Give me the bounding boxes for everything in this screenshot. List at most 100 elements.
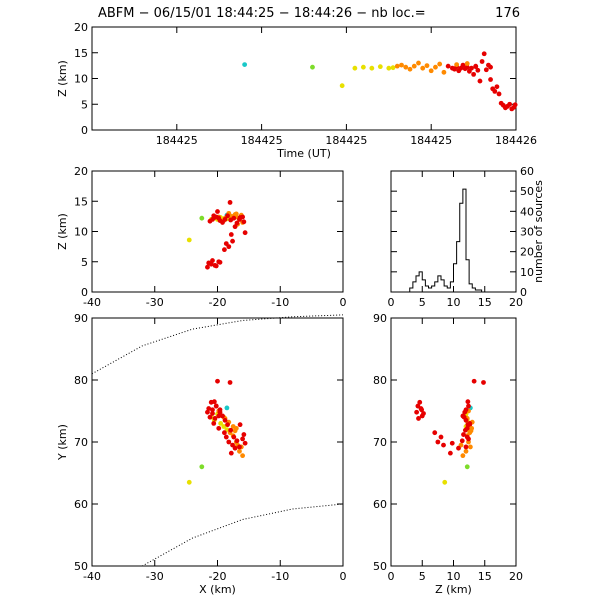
time-height-xtick-label: 184425 [156, 134, 198, 147]
time-height-point [386, 65, 392, 71]
time-height-point [479, 59, 485, 64]
x-y-point [227, 380, 233, 385]
time-height-point [433, 64, 438, 70]
time-height-point [242, 62, 248, 67]
x-y-point [212, 416, 218, 421]
x-y-point [242, 440, 248, 446]
x-y-point [216, 425, 222, 431]
time-height-xtick-label: 184425 [325, 134, 367, 147]
x-y-point [228, 450, 234, 456]
time-height-point [507, 101, 513, 107]
time-height-point [512, 102, 518, 108]
time-height-point [360, 64, 366, 70]
x-y-point [205, 409, 210, 415]
z-y-point [419, 407, 425, 413]
z-y-xtick-label: 0 [388, 570, 395, 583]
histogram-step-line [391, 188, 516, 293]
x-z-ytick-label: 10 [74, 226, 88, 239]
range-ring-outer [91, 314, 344, 375]
x-z-point [208, 261, 214, 267]
x-z-point [222, 217, 228, 222]
time-height-xtick-label: 184426 [495, 134, 537, 147]
z-y-point [456, 445, 461, 451]
x-z-point [231, 215, 237, 221]
x-y-point [231, 434, 237, 440]
z-y-xtick-label: 20 [509, 570, 523, 583]
time-height-point [454, 62, 460, 67]
z-y-point [416, 416, 421, 421]
z-y-point [463, 448, 469, 454]
time-height-point [352, 65, 358, 71]
time-height-point [460, 62, 466, 68]
z-y-point [435, 439, 441, 445]
time-height-point [445, 63, 451, 69]
z-y-ytick-label: 70 [373, 436, 387, 449]
z-y-point [471, 378, 477, 384]
x-z-ytick-label: 0 [81, 286, 88, 299]
x-z-point [227, 200, 233, 205]
z-y-ytick-label: 50 [373, 560, 387, 573]
time-height-point [369, 65, 375, 71]
x-y-ytick-label: 70 [74, 436, 88, 449]
z-y-point [438, 434, 444, 440]
x-y-point [220, 413, 225, 419]
time-height-ytick-label: 10 [74, 73, 88, 86]
x-y-point [199, 464, 205, 470]
height-histogram-ytick-label: 60 [520, 165, 534, 178]
x-y-ytick-label: 80 [74, 374, 88, 387]
z-y-point [461, 432, 466, 437]
x-y-xtick-label: -10 [271, 570, 289, 583]
height-histogram-ylabel: number of sources [532, 180, 545, 283]
x-y-point [215, 378, 220, 384]
x-y-ytick-label: 60 [74, 498, 88, 511]
time-height-point [411, 63, 417, 69]
time-height-ylabel: Z (km) [56, 60, 69, 97]
time-height-point [483, 67, 489, 73]
x-y-point [237, 444, 242, 450]
x-z-point [225, 213, 230, 219]
x-z-point [237, 215, 243, 220]
x-z-point [210, 258, 215, 263]
z-y-point [469, 425, 475, 431]
height-histogram-ytick-label: 10 [520, 266, 534, 279]
x-y-point [228, 427, 234, 433]
z-y-xtick-label: 5 [419, 570, 426, 583]
time-height-point [464, 64, 470, 70]
x-y-point [230, 442, 235, 448]
z-y-ytick-label: 60 [373, 498, 387, 511]
z-y-point [442, 479, 448, 485]
x-z-point [216, 215, 222, 221]
x-z-ytick-label: 15 [74, 195, 88, 208]
time-height-point [420, 65, 426, 71]
x-y-point [241, 432, 247, 437]
z-y-point [462, 409, 468, 415]
time-height-point [394, 63, 400, 69]
time-height-point [473, 64, 479, 70]
x-y-point [223, 434, 229, 440]
time-height-ytick-label: 20 [74, 21, 88, 34]
z-y-point [464, 425, 470, 431]
x-y-point [186, 479, 192, 485]
z-y-ytick-label: 80 [373, 374, 387, 387]
x-y-xtick-label: 0 [340, 570, 347, 583]
x-z-point [242, 230, 248, 236]
z-y-point [463, 444, 469, 450]
x-z-xtick-label: 0 [340, 296, 347, 309]
x-y-point [207, 414, 213, 420]
z-y-point [441, 442, 446, 448]
time-height-point [416, 60, 421, 66]
x-y-point [237, 448, 242, 454]
height-histogram-xtick-label: 20 [509, 296, 523, 309]
x-y-point [237, 422, 243, 428]
x-z-xtick-label: -30 [146, 296, 164, 309]
location-count: 176 [495, 6, 520, 21]
time-height-ytick-label: 0 [81, 124, 88, 137]
time-height-point [441, 69, 447, 75]
z-y-point [466, 403, 471, 409]
x-z-ylabel: Z (km) [56, 213, 69, 250]
figure-title: ABFM − 06/15/01 18:44:25 − 18:44:26 − nb… [98, 6, 426, 21]
time-height-point [469, 65, 474, 71]
